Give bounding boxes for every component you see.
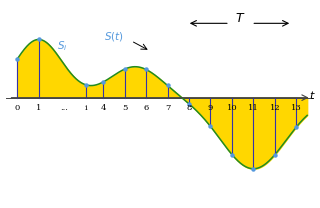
Text: $S(t)$: $S(t)$: [104, 30, 124, 43]
Text: 8: 8: [186, 104, 192, 112]
Text: 7: 7: [165, 104, 170, 112]
Text: $T$: $T$: [235, 12, 246, 25]
Text: 6: 6: [143, 104, 149, 112]
Text: 10: 10: [227, 104, 237, 112]
Text: $t$: $t$: [309, 89, 316, 101]
Text: 0: 0: [14, 104, 20, 112]
Text: ...: ...: [60, 104, 68, 112]
Text: 4: 4: [100, 104, 106, 112]
Text: 1: 1: [36, 104, 41, 112]
Text: 12: 12: [270, 104, 280, 112]
Text: 13: 13: [291, 104, 302, 112]
Text: 9: 9: [208, 104, 213, 112]
Text: i: i: [84, 104, 87, 112]
Text: 5: 5: [122, 104, 127, 112]
Text: 11: 11: [248, 104, 259, 112]
Text: $S_i$: $S_i$: [57, 39, 68, 53]
